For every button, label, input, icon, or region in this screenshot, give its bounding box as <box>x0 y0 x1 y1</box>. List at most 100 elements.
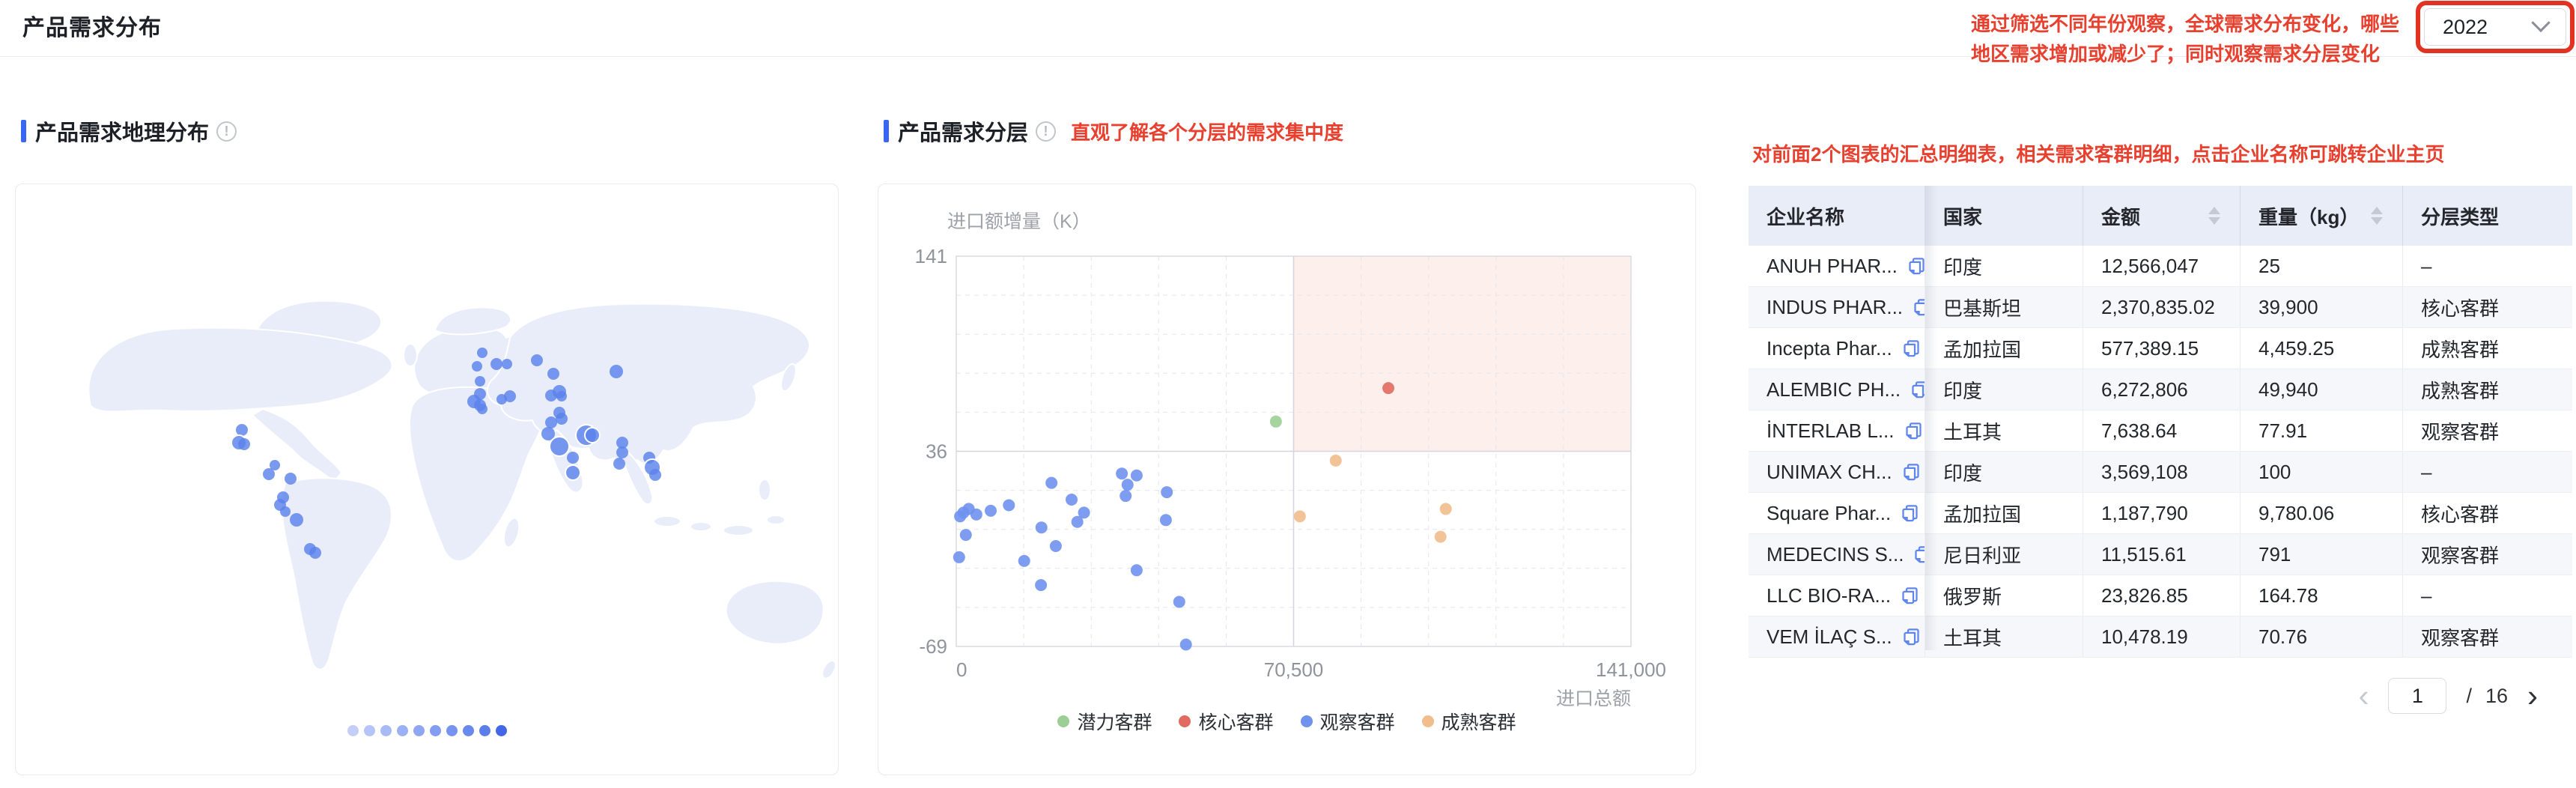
cell-text[interactable]: Square Phar... <box>1767 501 1892 524</box>
scatter-point[interactable] <box>1120 490 1132 503</box>
legend-item[interactable]: 核心客群 <box>1179 708 1274 735</box>
map-bubble[interactable] <box>613 458 625 470</box>
company-cell[interactable]: INDUS PHAR... <box>1749 287 1925 327</box>
cell-text[interactable]: İNTERLAB L... <box>1767 419 1895 442</box>
map-bubble[interactable] <box>285 473 297 485</box>
legend-item[interactable]: 成熟客群 <box>1421 708 1516 735</box>
scatter-point[interactable] <box>1045 476 1058 489</box>
map-bubble[interactable] <box>263 468 275 480</box>
map-bubble[interactable] <box>584 427 601 443</box>
map-bubble[interactable] <box>610 365 623 378</box>
map-bubble[interactable] <box>496 394 507 404</box>
map-bubble[interactable] <box>290 513 303 527</box>
prev-page-button[interactable]: ‹ <box>2358 678 2369 713</box>
copy-icon[interactable] <box>1913 545 1925 565</box>
map-bubble[interactable] <box>472 361 482 372</box>
map-bubble[interactable] <box>549 436 570 457</box>
scatter-point[interactable] <box>1293 510 1306 523</box>
scatter-point[interactable] <box>1035 521 1048 534</box>
map-bubble[interactable] <box>309 547 321 559</box>
map-bubble[interactable] <box>567 452 579 464</box>
scatter-chart[interactable]: 进口额增量（K）141 36 -69 0 70,500 141,000 进口总额 <box>878 184 1695 775</box>
info-icon[interactable]: ! <box>216 121 237 142</box>
company-cell[interactable]: ANUH PHAR... <box>1749 246 1925 286</box>
copy-icon[interactable] <box>1912 297 1925 318</box>
scatter-point[interactable] <box>1121 479 1134 491</box>
company-cell[interactable]: Incepta Phar... <box>1749 328 1925 369</box>
cell-text[interactable]: ANUH PHAR... <box>1767 254 1898 277</box>
page-input[interactable]: 1 <box>2388 678 2447 714</box>
scatter-point[interactable] <box>1439 503 1452 515</box>
copy-icon[interactable] <box>1901 627 1922 647</box>
scatter-point[interactable] <box>1116 467 1128 480</box>
scatter-point[interactable] <box>1434 530 1447 543</box>
map-bubble[interactable] <box>238 438 250 450</box>
cell-text[interactable]: ALEMBIC PH... <box>1767 378 1901 401</box>
map-bubble[interactable] <box>556 391 567 401</box>
scatter-point[interactable] <box>985 504 997 517</box>
company-cell[interactable]: MEDECINS S... <box>1749 534 1925 575</box>
scatter-point[interactable] <box>1382 382 1395 395</box>
scatter-point[interactable] <box>1071 515 1084 528</box>
copy-icon[interactable] <box>1910 380 1925 400</box>
map-bubble[interactable] <box>531 354 543 366</box>
legend-item[interactable]: 潜力客群 <box>1057 708 1152 735</box>
scatter-point[interactable] <box>1130 564 1143 577</box>
scatter-point[interactable] <box>1003 499 1015 512</box>
map-bubble[interactable] <box>477 348 487 358</box>
sort-icon[interactable] <box>2208 207 2220 225</box>
cell-text[interactable]: Incepta Phar... <box>1767 336 1892 360</box>
copy-icon[interactable] <box>1904 421 1924 441</box>
map-bubble[interactable] <box>270 460 280 470</box>
column-header[interactable]: 重量（kg） <box>2241 186 2403 246</box>
scatter-point[interactable] <box>953 551 965 563</box>
company-cell[interactable]: VEM İLAÇ S... <box>1749 616 1925 657</box>
scatter-point[interactable] <box>1049 540 1062 553</box>
scatter-point[interactable] <box>1018 554 1030 567</box>
scatter-point[interactable] <box>1329 454 1342 467</box>
year-dropdown[interactable]: 2022 <box>2424 8 2566 46</box>
cell-text[interactable]: UNIMAX CH... <box>1767 460 1892 483</box>
cell-text[interactable]: LLC BIO-RA... <box>1767 584 1892 607</box>
map-bubble[interactable] <box>556 413 568 425</box>
company-cell[interactable]: UNIMAX CH... <box>1749 452 1925 492</box>
map-bubble[interactable] <box>616 446 628 458</box>
company-cell[interactable]: LLC BIO-RA... <box>1749 575 1925 616</box>
info-icon[interactable]: ! <box>1036 121 1057 142</box>
map-bubble[interactable] <box>547 368 559 380</box>
scatter-point[interactable] <box>970 508 982 521</box>
map-bubble[interactable] <box>490 358 502 370</box>
cell-text[interactable]: INDUS PHAR... <box>1767 295 1904 318</box>
map-bubble[interactable] <box>477 404 487 414</box>
company-cell[interactable]: İNTERLAB L... <box>1749 410 1925 451</box>
map-bubble[interactable] <box>502 359 512 369</box>
company-cell[interactable]: ALEMBIC PH... <box>1749 369 1925 410</box>
copy-icon[interactable] <box>1900 503 1920 524</box>
copy-icon[interactable] <box>1907 256 1925 276</box>
map-bubble[interactable] <box>616 437 628 449</box>
map-bubble[interactable] <box>649 469 661 481</box>
cell-text[interactable]: MEDECINS S... <box>1767 542 1904 566</box>
scatter-point[interactable] <box>1035 579 1048 592</box>
company-cell[interactable]: Square Phar... <box>1749 493 1925 533</box>
scatter-point[interactable] <box>1159 514 1172 527</box>
map-bubble[interactable] <box>236 424 248 436</box>
cell-text[interactable]: VEM İLAÇ S... <box>1767 625 1892 648</box>
sort-icon[interactable] <box>2371 207 2383 225</box>
scatter-point[interactable] <box>1161 486 1173 499</box>
scatter-point[interactable] <box>1066 494 1078 506</box>
scatter-point[interactable] <box>1130 469 1143 482</box>
map-bubble[interactable] <box>565 464 581 481</box>
legend-item[interactable]: 观察客群 <box>1300 708 1395 735</box>
copy-icon[interactable] <box>1901 339 1922 359</box>
map-bubble[interactable] <box>280 506 291 517</box>
scatter-point[interactable] <box>1269 415 1282 428</box>
map-bubble[interactable] <box>545 416 557 428</box>
scatter-point[interactable] <box>1173 595 1185 608</box>
map-bubble[interactable] <box>475 376 485 387</box>
scatter-point[interactable] <box>1078 506 1090 519</box>
copy-icon[interactable] <box>1901 462 1922 482</box>
copy-icon[interactable] <box>1900 586 1920 606</box>
scatter-point[interactable] <box>957 506 970 519</box>
map-bubble[interactable] <box>541 427 555 440</box>
